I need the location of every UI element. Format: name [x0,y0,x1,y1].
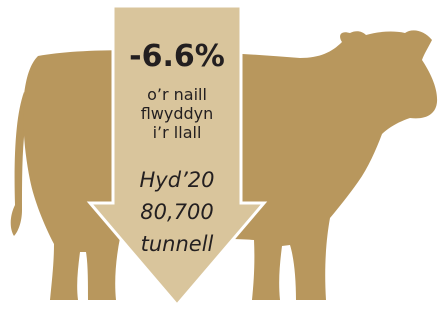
caption-line: i’r llall [153,123,202,142]
unit: tunnell [141,232,214,256]
period: Hyd’20 [140,168,215,192]
caption-line: o’r naill [147,85,207,104]
caption-line: flwyddyn [141,104,214,123]
infographic: -6.6% o’r naill flwyddyn i’r llall Hyd’2… [0,0,439,309]
amount: 80,700 [140,200,213,224]
change-value: -6.6% [129,39,225,74]
